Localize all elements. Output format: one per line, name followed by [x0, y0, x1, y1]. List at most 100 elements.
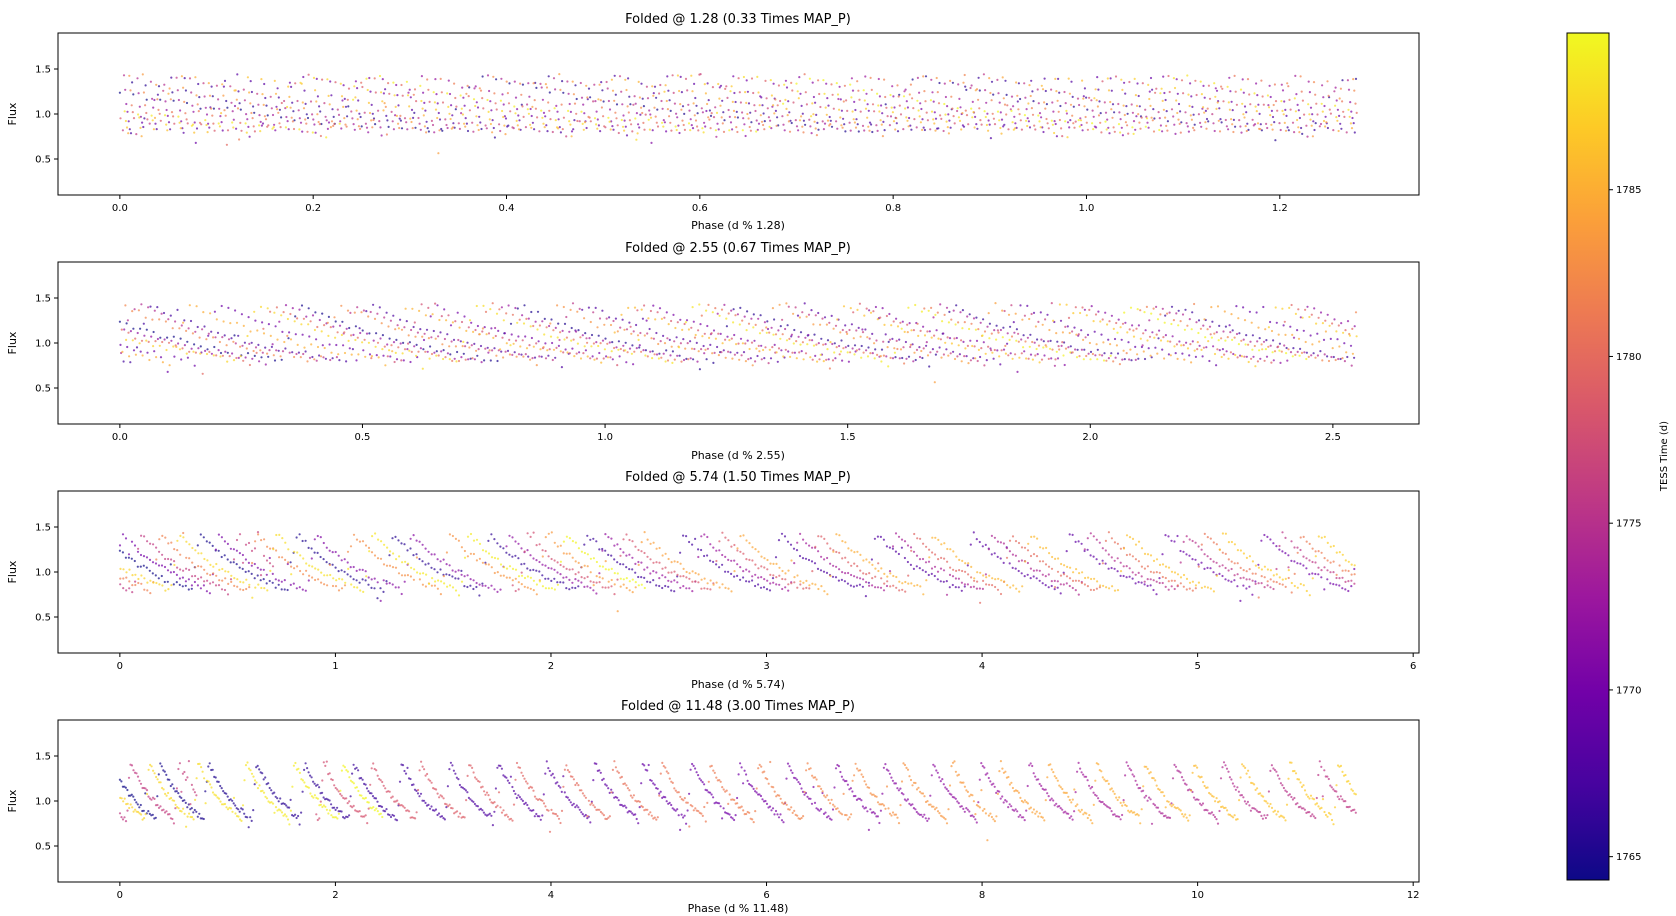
panel-2-axes	[57, 261, 1420, 425]
data-point	[686, 89, 689, 92]
data-point	[195, 94, 198, 97]
data-point	[229, 561, 232, 564]
data-point	[1032, 575, 1035, 578]
data-point	[1202, 324, 1205, 327]
data-point	[471, 357, 474, 360]
data-point	[1222, 330, 1225, 333]
data-point	[908, 93, 911, 96]
data-point	[1064, 120, 1067, 123]
data-point	[1269, 114, 1272, 117]
data-point	[345, 360, 348, 363]
data-point	[668, 99, 671, 102]
data-point	[1086, 333, 1090, 336]
data-point	[958, 353, 962, 356]
data-point	[734, 314, 737, 317]
data-point	[191, 561, 194, 564]
data-point	[466, 585, 469, 589]
data-point	[1307, 103, 1310, 106]
data-point	[790, 335, 793, 338]
data-point	[1045, 117, 1048, 121]
data-point	[237, 90, 240, 93]
data-point	[619, 554, 622, 557]
data-point	[904, 590, 907, 593]
data-point	[464, 345, 467, 348]
data-point	[504, 133, 507, 136]
data-point	[762, 123, 765, 127]
data-point	[384, 88, 387, 91]
data-point	[894, 128, 897, 131]
data-point	[873, 537, 877, 540]
data-point	[1240, 355, 1243, 358]
data-point	[170, 76, 173, 79]
data-point	[348, 347, 351, 350]
data-point	[430, 119, 433, 122]
data-point	[730, 85, 733, 88]
data-point	[1020, 128, 1024, 131]
data-point	[502, 115, 505, 119]
data-point	[610, 350, 613, 353]
data-point	[1149, 104, 1152, 107]
data-point	[714, 106, 717, 109]
data-point	[234, 342, 237, 345]
data-point	[352, 578, 355, 581]
data-point	[1125, 105, 1128, 108]
data-point	[1100, 333, 1103, 336]
data-point	[291, 307, 294, 310]
data-point	[784, 348, 787, 351]
data-point	[1137, 113, 1140, 116]
data-point	[309, 320, 312, 323]
data-point	[694, 96, 697, 100]
data-point	[635, 112, 639, 115]
data-point	[810, 132, 813, 135]
data-point	[1293, 131, 1296, 134]
data-point	[1119, 131, 1122, 134]
data-point	[407, 91, 410, 94]
data-point	[1274, 100, 1278, 103]
data-point	[670, 571, 673, 574]
data-point	[374, 345, 377, 348]
data-point	[970, 576, 973, 579]
data-point	[525, 347, 529, 350]
data-point	[316, 534, 319, 538]
data-point	[894, 550, 898, 553]
data-point	[1177, 118, 1180, 121]
data-point	[701, 111, 705, 114]
data-point	[782, 102, 785, 105]
data-point	[1172, 115, 1175, 118]
data-point	[286, 317, 289, 321]
data-point	[643, 551, 646, 555]
data-point	[1190, 328, 1193, 331]
data-point	[1108, 132, 1111, 135]
data-point	[989, 137, 993, 140]
data-point	[166, 336, 169, 339]
data-point	[164, 320, 167, 323]
data-point	[351, 348, 354, 351]
data-point	[1169, 354, 1172, 357]
data-point	[409, 537, 412, 540]
data-point	[449, 324, 453, 327]
data-point	[1317, 573, 1320, 576]
data-point	[949, 126, 952, 129]
data-point	[490, 109, 493, 112]
data-point	[306, 116, 310, 120]
data-point	[945, 120, 948, 123]
data-point	[700, 587, 703, 590]
data-point	[1343, 115, 1346, 118]
data-point	[629, 325, 632, 328]
data-point	[301, 130, 304, 133]
data-point	[491, 302, 494, 305]
data-point	[552, 77, 556, 80]
y-tick-label: 0.5	[35, 613, 51, 624]
data-point	[304, 118, 307, 121]
data-point	[497, 329, 500, 332]
data-point	[549, 335, 553, 338]
data-point	[970, 84, 973, 87]
data-point	[927, 309, 930, 312]
data-point	[166, 129, 169, 132]
data-point	[1121, 358, 1124, 361]
data-point	[252, 349, 255, 353]
data-point	[558, 126, 561, 129]
data-point	[772, 581, 775, 584]
data-point	[521, 83, 525, 86]
data-point	[1206, 536, 1209, 539]
